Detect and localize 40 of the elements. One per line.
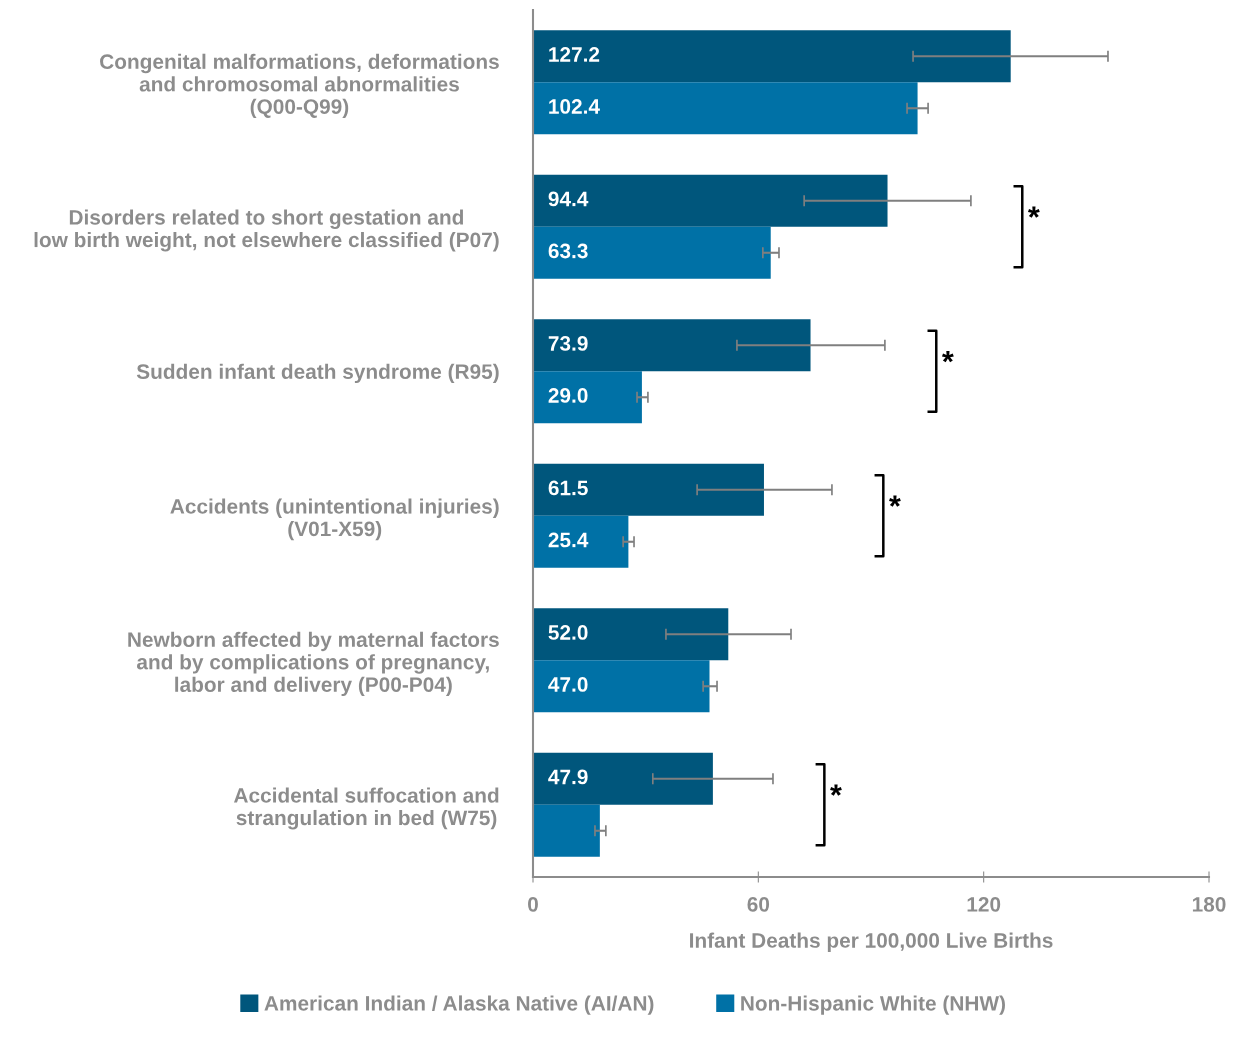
x-tick-label: 180 (1192, 896, 1226, 912)
y-tick-label: Disorders related to short gestation and low birth weight, not elsewhere classified (P07) (34, 209, 499, 252)
data-label: 47.0 (548, 677, 588, 692)
data-label: 61.5 (548, 480, 588, 496)
data-label: 63.3 (548, 243, 588, 259)
x-tick-label: 60 (747, 896, 770, 912)
data-label: 127.2 (549, 47, 600, 62)
y-tick-label: Accidental suffocation and strangulation in bed (W75) (233, 787, 499, 830)
y-tick-label: Sudden infant death syndrome (R95) (136, 363, 499, 384)
data-label: 25.4 (548, 532, 589, 548)
data-label: 102.4 (549, 99, 600, 114)
data-label: 94.4 (548, 191, 589, 207)
legend-label: American Indian / Alaska Native (AI/AN) (264, 995, 654, 1015)
bar (533, 463, 764, 516)
annotation: * (1028, 206, 1040, 218)
bar (533, 608, 729, 661)
y-tick-label: Newborn affected by maternal factors and by complications of pregnancy, labor and delivery (P00-P04) (128, 631, 499, 697)
bar (533, 82, 918, 135)
bar (533, 660, 710, 713)
y-tick-label: Accidents (unintentional injuries) (V01-X59) (170, 498, 499, 541)
annotation: * (889, 495, 901, 507)
x-axis-title: Infant Deaths per 100,000 Live Births (690, 932, 1053, 952)
bar (533, 226, 771, 279)
data-label: 29.0 (548, 388, 588, 403)
data-label: 52.0 (548, 625, 588, 640)
bar (533, 319, 811, 372)
x-tick-label: 120 (967, 896, 1001, 912)
bar (533, 30, 1011, 83)
bar (533, 752, 713, 805)
data-label: 73.9 (548, 336, 588, 351)
x-tick-label: 0 (528, 896, 538, 912)
data-label: 47.9 (548, 769, 588, 785)
bar (533, 515, 629, 568)
annotation: * (830, 784, 842, 796)
bar (533, 804, 600, 857)
bar (533, 174, 888, 227)
annotation: * (942, 350, 954, 363)
y-tick-label: Congenital malformations, deformations and chromosomal abnormalities (Q00-Q99) (100, 53, 499, 119)
bar (533, 371, 642, 424)
legend-label: Non-Hispanic White (NHW) (741, 995, 1005, 1015)
